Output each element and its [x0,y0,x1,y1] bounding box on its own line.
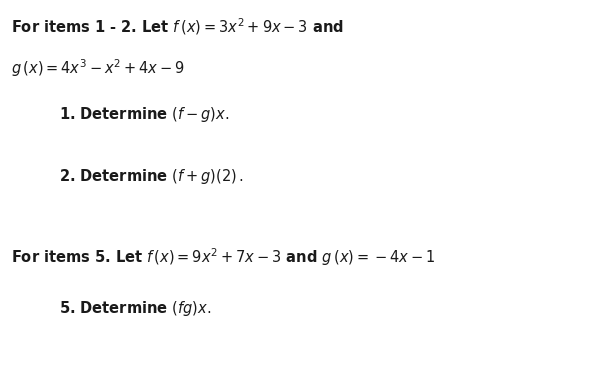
Text: $g\,(x) = 4x^3 - x^2 + 4x - 9$: $g\,(x) = 4x^3 - x^2 + 4x - 9$ [11,57,184,79]
Text: For items 5. Let $f\,(x) = 9x^2 + 7x - 3$ and $g\,(x) = -4x - 1$: For items 5. Let $f\,(x) = 9x^2 + 7x - 3… [11,246,435,268]
Text: 1. Determine $\left(f - g\right)x.$: 1. Determine $\left(f - g\right)x.$ [59,105,229,124]
Text: For items 1 - 2. Let $f\,(x) = 3x^2 + 9x - 3$ and: For items 1 - 2. Let $f\,(x) = 3x^2 + 9x… [11,17,343,37]
Text: 5. Determine $\left(fg\right)x.$: 5. Determine $\left(fg\right)x.$ [59,299,211,318]
Text: 2. Determine $\left(f + g\right)(2)\,.$: 2. Determine $\left(f + g\right)(2)\,.$ [59,167,244,186]
